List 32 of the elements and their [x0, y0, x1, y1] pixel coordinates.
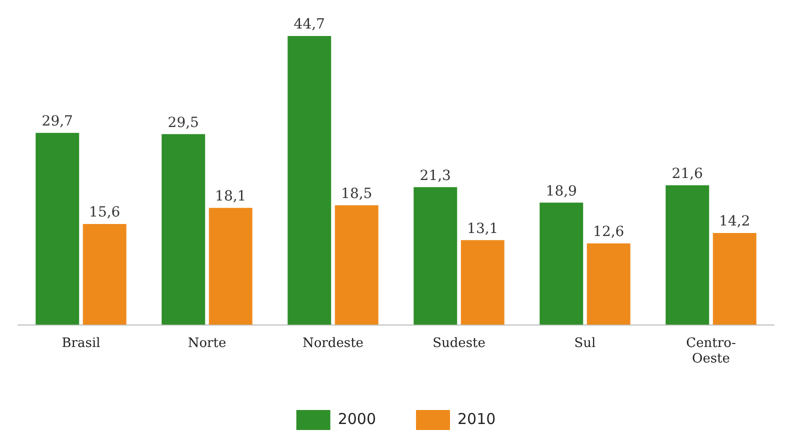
x-tick-label: Norte: [188, 336, 226, 351]
bar: [36, 132, 80, 325]
bar: [712, 233, 756, 325]
x-tick-label: Sul: [574, 336, 596, 351]
bar: [334, 205, 378, 325]
x-tick-label: Centro-Oeste: [686, 336, 736, 367]
data-label: 18,5: [341, 186, 372, 202]
data-label: 12,6: [593, 224, 624, 240]
data-label: 15,6: [89, 204, 120, 221]
data-label: 13,1: [467, 220, 498, 237]
data-label: 29,7: [42, 114, 73, 130]
data-label: 18,9: [546, 183, 577, 200]
legend-label: 2000: [338, 410, 376, 428]
x-tick-label: Brasil: [62, 336, 100, 351]
x-tick-label: Sudeste: [432, 336, 486, 351]
data-label: 14,2: [719, 214, 750, 230]
data-label: 21,3: [420, 168, 451, 184]
bar: [82, 224, 126, 325]
bar: [586, 243, 630, 325]
bar: [162, 134, 206, 325]
bar: [208, 208, 252, 325]
bar: [288, 36, 332, 325]
data-label: 18,1: [215, 188, 246, 204]
data-label: 29,5: [168, 114, 199, 131]
bar: [666, 185, 710, 325]
bar: [460, 240, 504, 325]
data-label: 44,7: [294, 16, 325, 33]
legend-label: 2010: [458, 410, 496, 428]
bar: [414, 187, 458, 325]
data-label: 21,6: [672, 166, 704, 182]
x-tick-label: Nordeste: [302, 336, 364, 351]
bar: [540, 202, 584, 325]
